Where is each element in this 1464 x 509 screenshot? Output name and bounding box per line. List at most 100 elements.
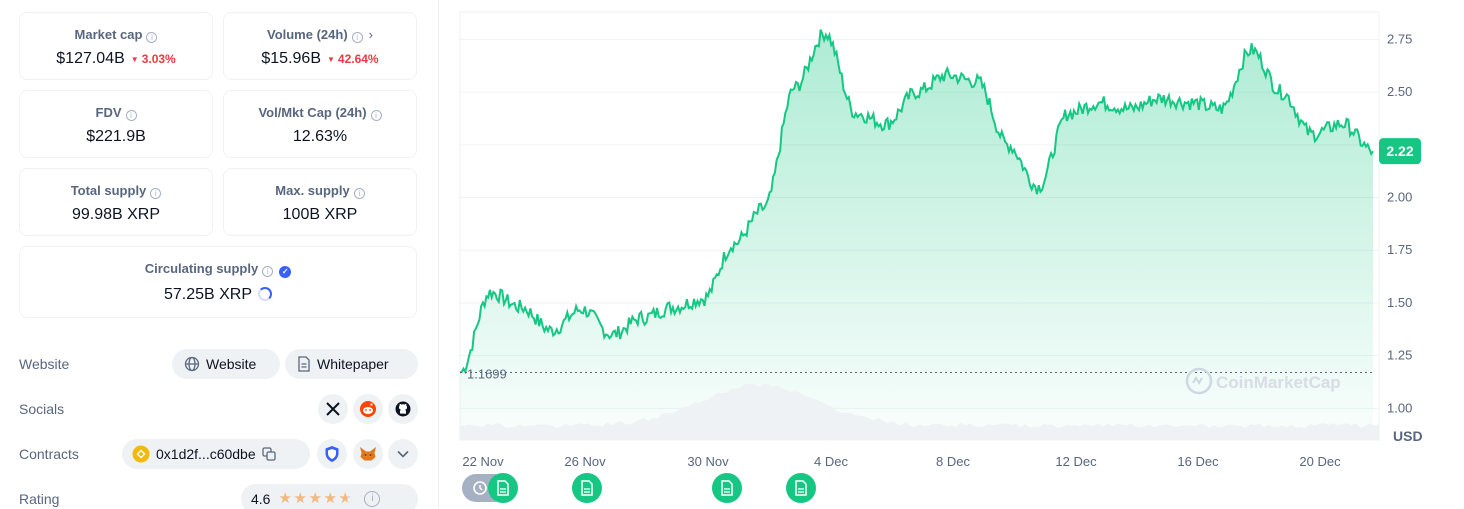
github-icon (395, 401, 411, 417)
y-tick-label: 1.50 (1387, 295, 1412, 310)
fdv-value: $221.9B (86, 128, 146, 145)
whitepaper-button-label: Whitepaper (317, 356, 389, 372)
document-icon (721, 480, 733, 496)
vol-mkt-cap-card: Vol/Mkt Cap (24h) i 12.63% (223, 90, 417, 158)
event-marker (786, 473, 816, 503)
supply-progress-icon[interactable] (258, 287, 273, 301)
fdv-card: FDV i $221.9B (19, 90, 213, 158)
star-icon: ★ ★ (323, 484, 337, 509)
down-triangle-icon: ▼ (130, 55, 139, 64)
star-icon: ★ ★ (278, 484, 292, 509)
vol-mkt-cap-value: 12.63% (292, 128, 348, 145)
metamask-button[interactable] (353, 439, 383, 469)
reddit-button[interactable] (353, 394, 383, 424)
current-price-label: 2.22 (1386, 143, 1413, 159)
chevron-right-icon[interactable]: › (368, 27, 373, 42)
fdv-label: FDV i (20, 105, 212, 121)
info-icon[interactable]: i (146, 32, 158, 43)
website-button-label: Website (206, 356, 257, 372)
max-supply-card: Max. supply i 100B XRP (223, 168, 417, 236)
rating-stars: ★ ★ ★ ★ ★ ★ ★ ★ ★ ★ (278, 484, 352, 509)
document-icon (795, 480, 807, 496)
y-tick-label: 2.00 (1387, 190, 1412, 205)
total-supply-card: Total supply i 99.98B XRP (19, 168, 213, 236)
contract-address: 0x1d2f...c60dbe (156, 446, 256, 462)
x-tick-label: 8 Dec (936, 454, 970, 469)
star-fill: ★ (338, 490, 347, 507)
x-tick-label: 4 Dec (814, 454, 848, 469)
star-fill: ★ (323, 490, 337, 507)
volume-bars (460, 383, 1379, 440)
info-icon[interactable]: i (150, 188, 162, 199)
coinmarketcap-logo-mark (1192, 376, 1203, 385)
y-tick-label: 2.50 (1387, 84, 1412, 99)
price-chart[interactable]: 2.752.502.252.001.751.501.251.001.16992.… (452, 0, 1464, 509)
info-icon[interactable]: i (262, 266, 274, 277)
y-tick-label: 1.25 (1387, 348, 1412, 363)
x-logo-icon (326, 402, 340, 416)
coinmarketcap-logo-icon (1185, 367, 1213, 395)
document-icon (581, 480, 593, 496)
baseline-label: 1.1699 (467, 367, 507, 382)
y-tick-label: 1.75 (1387, 242, 1412, 257)
total-supply-value: 99.98B XRP (71, 206, 161, 223)
metamask-fox-icon (360, 447, 376, 461)
market-cap-value: $127.04B ▼ 3.03% (56, 50, 176, 67)
contract-address-pill[interactable]: 0x1d2f...c60dbe (122, 439, 310, 469)
max-supply-value: 100B XRP (282, 206, 358, 223)
panel-divider (438, 0, 439, 509)
currency-label: USD (1393, 428, 1423, 444)
info-icon[interactable]: i (370, 110, 382, 121)
chevron-down-icon (397, 450, 409, 458)
event-marker (572, 473, 602, 503)
event-marker (712, 473, 742, 503)
current-price-badge (1379, 138, 1421, 165)
copy-icon[interactable] (261, 447, 276, 461)
contracts-row-label: Contracts (19, 446, 79, 462)
reddit-icon (360, 401, 376, 417)
vol-mkt-cap-label: Vol/Mkt Cap (24h) i (224, 105, 416, 121)
market-cap-change: ▼ 3.03% (130, 52, 176, 66)
circulating-supply-card: Circulating supply i ✓ 57.25B XRP (19, 246, 417, 318)
x-tick-label: 22 Nov (462, 454, 504, 469)
x-tick-label: 20 Dec (1299, 454, 1341, 469)
volume-label: Volume (24h) i › (266, 27, 373, 43)
y-tick-label: 1.00 (1387, 400, 1412, 415)
volume-value: $15.96B ▼ 42.64% (261, 50, 379, 67)
info-icon[interactable]: i (364, 491, 381, 507)
website-button[interactable]: Website (172, 349, 280, 379)
star-icon: ★ ★ (293, 484, 307, 509)
price-area-fill (460, 29, 1373, 440)
x-tick-label: 12 Dec (1055, 454, 1097, 469)
more-contracts-dropdown[interactable] (388, 439, 418, 469)
shield-icon (325, 446, 339, 462)
x-tick-label: 16 Dec (1177, 454, 1219, 469)
security-audit-button[interactable] (317, 439, 347, 469)
star-icon: ★ ★ (338, 484, 352, 509)
github-button[interactable] (388, 394, 418, 424)
event-marker (488, 473, 518, 503)
x-twitter-button[interactable] (318, 394, 348, 424)
x-tick-label: 30 Nov (687, 454, 729, 469)
info-icon[interactable]: i (125, 110, 137, 121)
volume-card[interactable]: Volume (24h) i › $15.96B ▼ 42.64% (223, 12, 417, 80)
star-fill: ★ (308, 490, 322, 507)
socials-row-label: Socials (19, 401, 65, 417)
info-icon[interactable]: i (351, 32, 363, 43)
document-icon (298, 356, 310, 372)
globe-icon (184, 356, 200, 372)
rating-row-label: Rating (19, 491, 60, 507)
star-fill: ★ (278, 490, 292, 507)
down-triangle-icon: ▼ (326, 55, 335, 64)
price-line (459, 29, 1374, 375)
y-tick-label: 2.75 (1387, 31, 1412, 46)
whitepaper-button[interactable]: Whitepaper (285, 349, 418, 379)
watermark-text: CoinMarketCap (1216, 373, 1341, 392)
star-fill: ★ (293, 490, 307, 507)
max-supply-label: Max. supply i (224, 183, 416, 199)
rating-pill[interactable]: 4.6 ★ ★ ★ ★ ★ ★ ★ ★ ★ ★ i (241, 484, 418, 509)
rating-value: 4.6 (251, 491, 271, 507)
market-cap-label: Market cap i (20, 27, 212, 43)
info-icon[interactable]: i (353, 188, 365, 199)
verified-check-icon: ✓ (279, 266, 292, 278)
